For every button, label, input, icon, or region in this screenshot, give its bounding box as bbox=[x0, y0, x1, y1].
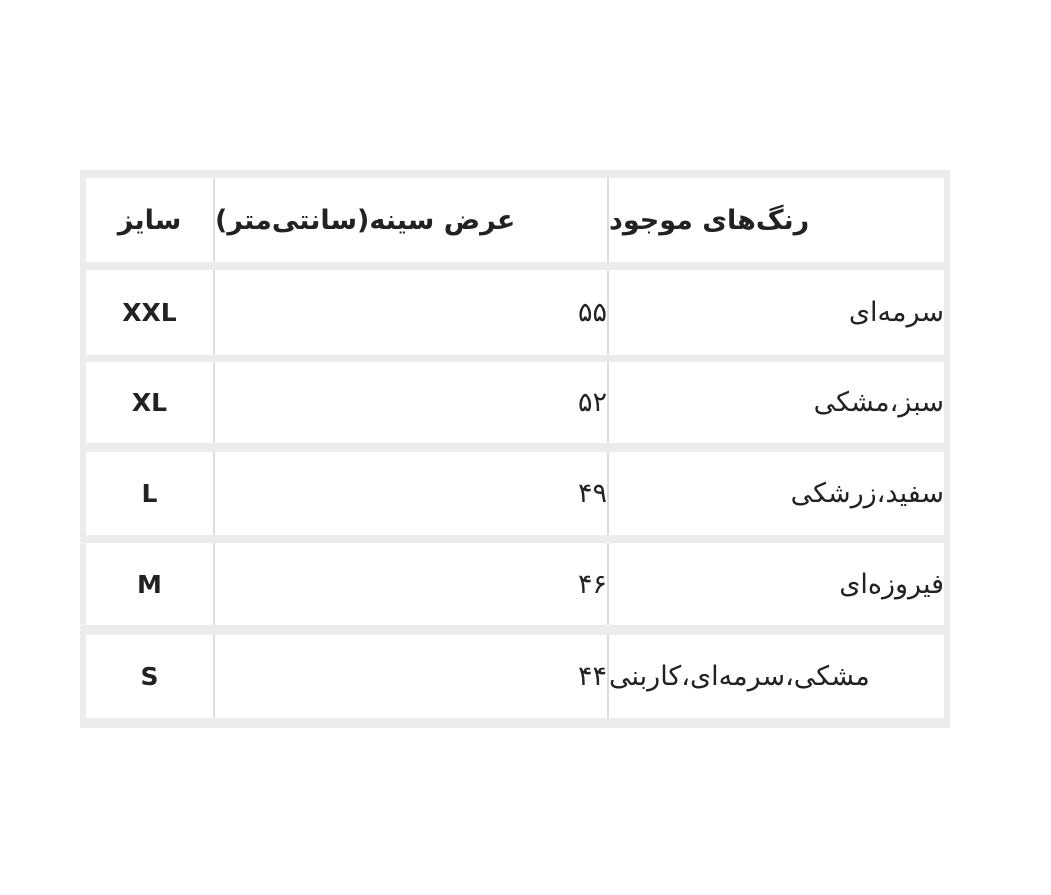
table-row: XL ۵۲ سبز،مشکی bbox=[86, 362, 944, 443]
header-colors: رنگ‌های موجود bbox=[609, 204, 810, 236]
cell-colors: مشکی،سرمه‌ای،کاربنی bbox=[609, 661, 870, 692]
cell-chest: ۴۶ bbox=[215, 543, 609, 625]
cell-chest: ۵۲ bbox=[215, 362, 609, 443]
cell-size: L bbox=[86, 452, 215, 535]
cell-chest: ۴۹ bbox=[215, 452, 609, 535]
table-row: XXL ۵۵ سرمه‌ای bbox=[86, 270, 944, 355]
cell-size: S bbox=[86, 635, 215, 718]
cell-colors: سرمه‌ای bbox=[848, 297, 944, 328]
cell-colors: سبز،مشکی bbox=[813, 387, 944, 418]
cell-chest: ۴۴ bbox=[215, 635, 609, 718]
cell-chest: ۵۵ bbox=[215, 270, 609, 355]
cell-colors: سفید،زرشکی bbox=[790, 478, 944, 509]
table-header-row: سایز عرض سینه(سانتی‌متر) رنگ‌های موجود bbox=[86, 178, 944, 262]
table-row: L ۴۹ سفید،زرشکی bbox=[86, 452, 944, 535]
table-row: S ۴۴ مشکی،سرمه‌ای،کاربنی bbox=[86, 635, 944, 718]
table-row: M ۴۶ فیروزه‌ای bbox=[86, 543, 944, 625]
cell-size: XL bbox=[86, 362, 215, 443]
header-size: سایز bbox=[86, 178, 215, 262]
cell-size: XXL bbox=[86, 270, 215, 355]
cell-size: M bbox=[86, 543, 215, 625]
size-table: سایز عرض سینه(سانتی‌متر) رنگ‌های موجود X… bbox=[80, 170, 950, 728]
cell-colors: فیروزه‌ای bbox=[839, 568, 944, 600]
header-chest-width: عرض سینه(سانتی‌متر) bbox=[215, 178, 609, 262]
